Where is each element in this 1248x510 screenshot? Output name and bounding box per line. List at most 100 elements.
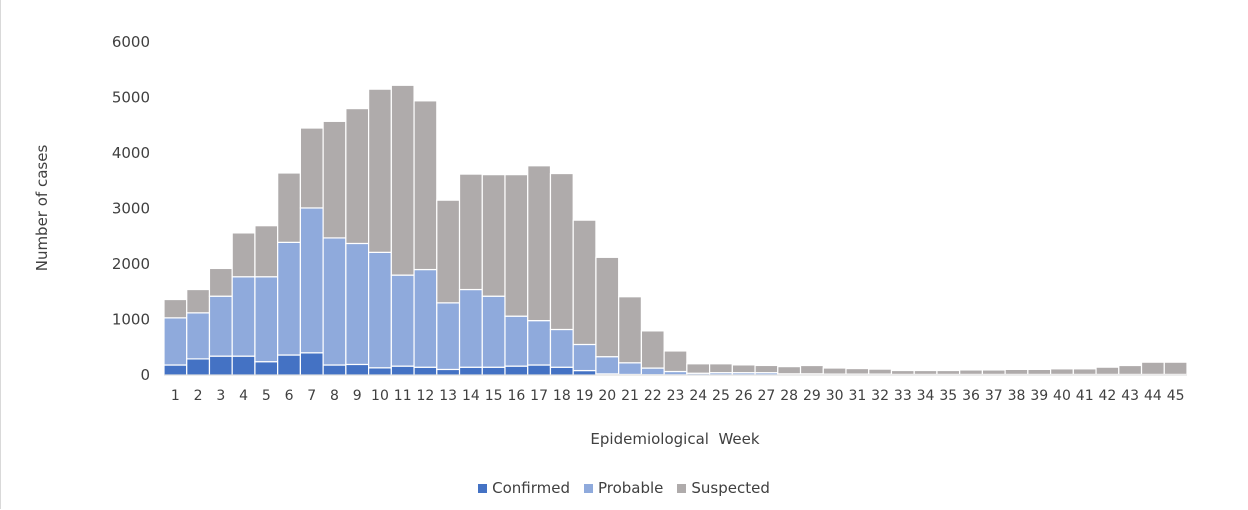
legend-swatch: [583, 483, 593, 493]
bar-suspected-week-31: [845, 367, 870, 375]
bar-suspected-week-19: [572, 219, 597, 346]
bar-suspected-week-41: [1072, 368, 1097, 375]
bar-confirmed-week-16: [504, 365, 529, 376]
bar-suspected-week-43: [1118, 364, 1143, 375]
bar-suspected-week-34: [913, 369, 938, 375]
bar-confirmed-week-6: [277, 354, 301, 376]
x-tick-label: 20: [598, 388, 616, 404]
x-tick-label: 26: [735, 388, 753, 404]
x-tick-label: 2: [194, 388, 203, 404]
x-tick-label: 10: [371, 388, 389, 404]
y-tick-label: 0: [140, 366, 150, 384]
bar-probable-week-10: [368, 251, 392, 369]
bar-probable-week-3: [208, 295, 233, 357]
legend-item-confirmed: Confirmed: [478, 479, 570, 497]
x-tick-label: 36: [962, 388, 980, 404]
x-tick-label: 18: [553, 388, 571, 404]
x-tick-label: 38: [1008, 388, 1026, 404]
bar-confirmed-week-3: [208, 355, 233, 376]
bar-probable-week-16: [504, 315, 529, 367]
bar-suspected-week-24: [686, 363, 711, 374]
bar-suspected-week-37: [981, 369, 1006, 375]
bar-confirmed-week-4: [231, 355, 256, 376]
bar-suspected-week-10: [368, 88, 392, 253]
bar-probable-week-8: [322, 237, 347, 366]
x-axis-title: Epidemiological Week: [590, 430, 759, 448]
bar-suspected-week-33: [890, 369, 915, 375]
bar-confirmed-week-13: [436, 368, 461, 376]
x-tick-label: 6: [285, 388, 294, 404]
x-tick-label: 41: [1076, 388, 1094, 404]
bar-probable-week-2: [186, 312, 211, 360]
bar-suspected-week-30: [822, 367, 847, 375]
bar-suspected-week-14: [458, 173, 483, 291]
x-tick-label: 13: [439, 388, 457, 404]
bar-suspected-week-18: [549, 172, 574, 331]
x-tick-label: 30: [826, 388, 844, 404]
legend-swatch: [478, 483, 488, 493]
x-tick-label: 12: [417, 388, 435, 404]
bar-probable-week-12: [413, 268, 438, 368]
x-tick-label: 16: [507, 388, 525, 404]
bar-suspected-week-2: [186, 288, 211, 314]
bar-probable-week-14: [458, 288, 483, 368]
bar-suspected-week-20: [595, 256, 620, 358]
bar-probable-week-17: [527, 320, 552, 366]
y-axis-title: Number of cases: [33, 145, 51, 272]
bar-suspected-week-16: [504, 174, 529, 317]
bar-probable-week-20: [595, 356, 620, 375]
x-tick-label: 19: [576, 388, 594, 404]
bar-suspected-week-25: [708, 363, 733, 374]
y-tick-label: 1000: [112, 311, 150, 329]
bar-confirmed-week-10: [368, 367, 392, 376]
legend-label: Confirmed: [492, 479, 570, 497]
bar-probable-week-11: [390, 274, 415, 367]
bar-probable-week-1: [163, 317, 188, 366]
y-tick-label: 5000: [112, 89, 150, 107]
bar-suspected-week-12: [413, 100, 438, 271]
y-axis-ticks: 0 1000 2000 3000 4000 5000 6000: [112, 33, 150, 384]
bar-probable-week-9: [345, 242, 370, 366]
bar-suspected-week-38: [1004, 368, 1029, 375]
x-tick-label: 34: [917, 388, 935, 404]
x-tick-label: 17: [530, 388, 548, 404]
bar-suspected-week-21: [618, 296, 643, 364]
bar-probable-week-22: [640, 367, 665, 376]
x-tick-label: 15: [485, 388, 503, 404]
bar-suspected-week-32: [868, 368, 893, 375]
bar-suspected-week-15: [481, 174, 506, 297]
x-tick-label: 22: [644, 388, 662, 404]
bar-suspected-week-27: [754, 364, 779, 374]
x-tick-label: 43: [1121, 388, 1139, 404]
x-tick-label: 9: [353, 388, 362, 404]
x-tick-label: 28: [780, 388, 798, 404]
bar-suspected-week-29: [799, 364, 824, 375]
x-tick-label: 40: [1053, 388, 1071, 404]
x-tick-label: 1: [171, 388, 180, 404]
bar-confirmed-week-1: [163, 364, 188, 376]
x-tick-label: 45: [1167, 388, 1185, 404]
bar-confirmed-week-9: [345, 363, 370, 376]
x-tick-label: 21: [621, 388, 639, 404]
bar-suspected-week-23: [663, 350, 688, 373]
x-tick-label: 33: [894, 388, 912, 404]
bar-probable-week-13: [436, 302, 461, 371]
bar-probable-week-4: [231, 276, 256, 357]
bar-suspected-week-35: [936, 369, 961, 375]
bar-suspected-week-8: [322, 120, 347, 239]
bar-probable-week-6: [277, 241, 301, 356]
bar-confirmed-week-5: [254, 361, 279, 376]
x-tick-label: 29: [803, 388, 821, 404]
x-tick-label: 37: [985, 388, 1003, 404]
x-tick-label: 4: [239, 388, 248, 404]
x-tick-label: 25: [712, 388, 730, 404]
bar-confirmed-week-17: [527, 364, 552, 376]
y-tick-label: 3000: [112, 200, 150, 218]
bar-probable-week-7: [299, 207, 324, 354]
bar-suspected-week-22: [640, 330, 665, 369]
bar-suspected-week-39: [1027, 368, 1052, 375]
bar-suspected-week-9: [345, 107, 370, 245]
bar-confirmed-week-15: [481, 366, 506, 376]
